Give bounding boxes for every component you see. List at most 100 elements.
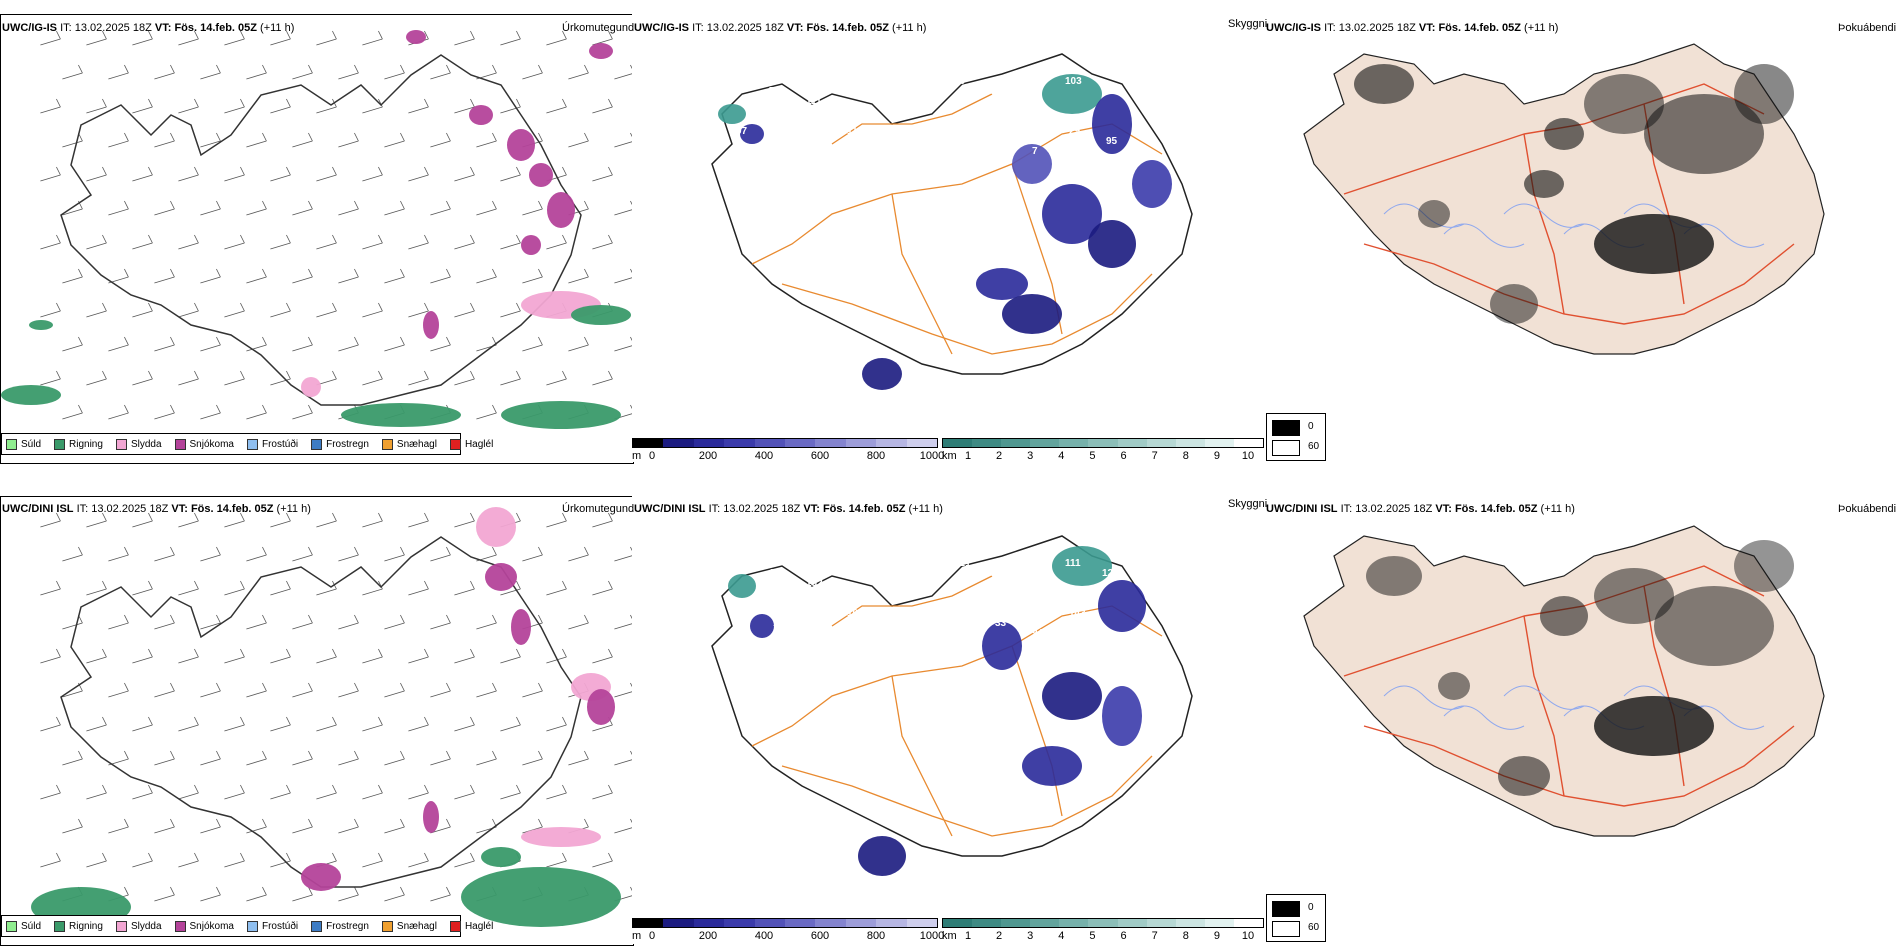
visibility-tick: 5 xyxy=(1089,450,1096,462)
visibility-tick: 2 xyxy=(996,930,1003,942)
cloudbase-tick: 200 xyxy=(698,450,718,462)
legend-item: Slydda xyxy=(115,438,162,450)
legend-label: Frostúði xyxy=(261,438,299,450)
visibility-tick: 7 xyxy=(1151,930,1158,942)
visibility-tick: 1 xyxy=(964,450,972,462)
cloudbase-tick: 800 xyxy=(866,450,886,462)
visibility-label: 121 xyxy=(917,96,934,107)
legend-label: Súld xyxy=(21,920,42,932)
visibility-label: 7 xyxy=(1032,146,1038,157)
cloud-field xyxy=(718,74,1172,390)
visibility-label: 113 xyxy=(847,126,864,137)
cloudbase-tick: 600 xyxy=(810,930,830,942)
legend-label: Snæhagl xyxy=(396,438,437,450)
visibility-tick: 5 xyxy=(1089,930,1096,942)
visibility-tick: 8 xyxy=(1182,930,1189,942)
cloudbase-tick: 800 xyxy=(866,930,886,942)
panel-title-top-left: UWC/IG-IS IT: 13.02.2025 18Z VT: Fös. 14… xyxy=(2,22,294,34)
legend-item: Frostúði xyxy=(246,438,299,450)
visibility-label: 95 xyxy=(1106,136,1118,147)
legend-item: Slydda xyxy=(115,920,162,932)
visibility-tick: 4 xyxy=(1058,450,1065,462)
precip-map-top xyxy=(1,30,633,429)
visibility-label: 146 xyxy=(991,568,1008,579)
visibility-label: 41 xyxy=(880,568,892,579)
visibility-label: 78 xyxy=(921,628,933,639)
visibility-tick: 3 xyxy=(1027,450,1034,462)
panel-title-bottom-right: UWC/DINI ISL IT: 13.02.2025 18Z VT: Fös.… xyxy=(1266,503,1575,515)
visibility-label: 111 xyxy=(1065,558,1081,569)
visibility-label: 97 xyxy=(736,126,748,137)
visibility-tick: 6 xyxy=(1120,930,1127,942)
visibility-label: 142 xyxy=(843,558,860,569)
legend-label: Slydda xyxy=(130,438,162,450)
lead-time: (+11 h) xyxy=(260,22,295,34)
legend-item: Frostregn xyxy=(311,920,369,932)
panel-title-bottom-mid: UWC/DINI ISL IT: 13.02.2025 18Z VT: Fös.… xyxy=(634,503,943,515)
legend-label: Frostúði xyxy=(261,920,299,932)
legend-item: Snjókoma xyxy=(174,920,234,932)
visibility-label: 103 xyxy=(1065,76,1082,87)
cloudbase-tick: 400 xyxy=(754,450,774,462)
cloudbase-tick: 200 xyxy=(698,930,718,942)
visibility-label: 121 xyxy=(954,558,971,569)
visibility-label: 132 xyxy=(806,578,823,589)
legend-item: Haglél xyxy=(449,920,493,932)
legend-item: Snæhagl xyxy=(381,438,437,450)
legend-swatch xyxy=(115,438,127,450)
precip-field xyxy=(1,30,631,429)
legend-item: Rigning xyxy=(54,920,103,932)
visibility-label: 111 xyxy=(884,136,900,147)
legend-swatch xyxy=(449,920,461,932)
visibility-label: 106 xyxy=(736,608,753,619)
fog-panel-bottom xyxy=(1264,496,1900,944)
fog-legend-bottom: 0 60 xyxy=(1266,894,1326,942)
precip-panel-bottom: Súld Rigning Slydda Snjókoma Frostúði Frostre… xyxy=(0,496,634,946)
precip-panel-top: Súld Rigning Slydda Snjókoma Frostúði Frostre… xyxy=(0,14,634,464)
visibility-label: 68 xyxy=(917,578,929,589)
fog-panel-top xyxy=(1264,14,1900,462)
legend-label: Súld xyxy=(21,438,42,450)
legend-label: Haglél xyxy=(464,438,494,450)
panel-title-top-mid: UWC/IG-IS IT: 13.02.2025 18Z VT: Fös. 14… xyxy=(634,22,927,34)
visibility-label: 104 xyxy=(847,608,864,619)
cloud-map-top: 155 73 111 101 62 121 50 110 11 103 98 87 97 19 113 113… xyxy=(711,53,1193,390)
it-label: IT: xyxy=(60,22,72,34)
legend-label: Frostregn xyxy=(326,438,369,450)
cloudbase-colorbar-bottom: m 0 200 400 600 800 1000 xyxy=(632,918,944,948)
visibility-label: 29 xyxy=(1069,126,1081,137)
visibility-label: 143 xyxy=(1069,608,1086,619)
cloudbase-tick: 1000 xyxy=(919,930,945,942)
cloudbase-tick: 0 xyxy=(648,450,656,462)
visibility-tick: 6 xyxy=(1120,450,1127,462)
visibility-label: 113 xyxy=(810,146,827,157)
visibility-labels: 155 73 111 101 62 121 50 110 11 103 98 87 97 19 113 113… xyxy=(732,76,1151,157)
visibility-label: 155 xyxy=(732,76,749,87)
visibility-label: 19 xyxy=(773,136,785,147)
visibility-tick: 1 xyxy=(964,930,972,942)
legend-item: Haglél xyxy=(449,438,494,450)
it-value: 13.02.2025 18Z xyxy=(74,22,152,34)
legend-label: Snjókoma xyxy=(189,438,234,450)
visibility-label: 99 xyxy=(810,628,822,639)
visibility-colorbar-bottom: km 1 2 3 4 5 6 7 8 9 10 xyxy=(942,918,1264,948)
cloudbase-tick: 400 xyxy=(754,930,774,942)
visibility-label: 94 xyxy=(1032,628,1044,639)
model-name: UWC/IG-IS xyxy=(2,22,57,34)
panel-title-bottom-left: UWC/DINI ISL IT: 13.02.2025 18Z VT: Fös.… xyxy=(2,503,311,515)
visibility-label: 116 xyxy=(1028,578,1045,589)
visibility-label: 98 xyxy=(1102,86,1114,97)
visibility-tick: 10 xyxy=(1241,930,1255,942)
visibility-tick: 8 xyxy=(1182,450,1189,462)
legend-label: Rigning xyxy=(69,438,103,450)
cloud-label-top: Skyggni xyxy=(1228,18,1268,30)
cloud-panel-top: 155 73 111 101 62 121 50 110 11 103 98 87 97 19 113 113… xyxy=(632,14,1264,462)
visibility-label: 111 xyxy=(773,618,789,629)
legend-swatch xyxy=(381,920,393,932)
legend-swatch xyxy=(311,920,323,932)
legend-item: Rigning xyxy=(54,438,103,450)
legend-swatch xyxy=(6,920,17,932)
precip-map-bottom xyxy=(31,507,633,927)
visibility-label: 100 xyxy=(921,146,938,157)
visibility-label: 11 xyxy=(1028,96,1039,107)
